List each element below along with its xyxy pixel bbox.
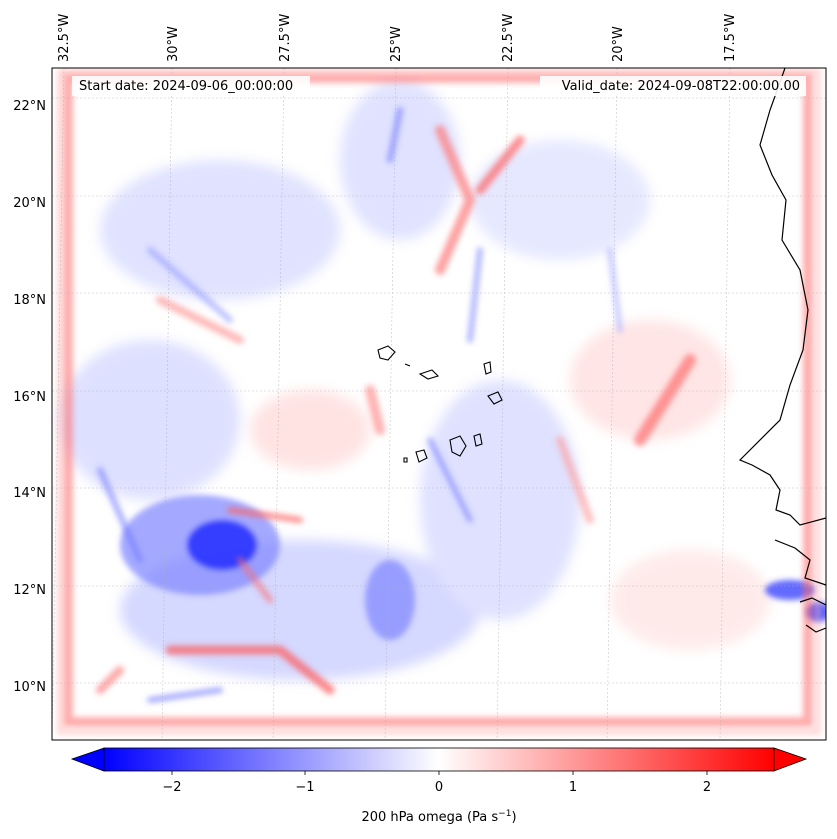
lon-label: 27.5°W (278, 14, 293, 62)
lat-label: 12°N (13, 583, 46, 598)
lon-label: 25°W (389, 26, 404, 62)
colorbar-tick: −1 (295, 780, 314, 795)
colorbar-extend-low (70, 747, 105, 772)
valid-date-label: Valid_date: 2024-09-08T22:00:00.00 (562, 79, 800, 94)
colorbar-tick: −2 (162, 780, 181, 795)
colorbar-extend-high (773, 747, 808, 772)
lon-label: 30°W (166, 26, 181, 62)
latitude-labels: 22°N 20°N 18°N 16°N 14°N 12°N 10°N (13, 99, 46, 695)
map-frame (51, 67, 827, 741)
cape-verde-islands (377, 345, 503, 463)
longitude-labels: 32.5°W 30°W 27.5°W 25°W 22.5°W 20°W 17.5… (57, 14, 738, 62)
lat-label: 18°N (13, 293, 46, 308)
colorbar: −2 −1 0 1 2 200 hPa omega (Pa s−1) (70, 747, 808, 825)
colorbar-tick: 0 (435, 780, 443, 795)
colorbar-tick: 2 (703, 780, 711, 795)
lat-label: 20°N (13, 196, 46, 211)
colorbar-tick: 1 (569, 780, 577, 795)
colorbar-label: 200 hPa omega (Pa s−1) (361, 809, 516, 825)
lat-label: 10°N (13, 680, 46, 695)
colorbar-ramp (103, 747, 775, 772)
lat-label: 16°N (13, 390, 46, 405)
lon-label: 20°W (611, 26, 626, 62)
start-date-label: Start date: 2024-09-06_00:00:00 (79, 79, 293, 94)
graticule (51, 67, 826, 741)
map-panel: Start date: 2024-09-06_00:00:00 Valid_da… (51, 67, 827, 741)
omega-field (57, 69, 826, 735)
lon-label: 17.5°W (723, 14, 738, 62)
lon-label: 22.5°W (501, 14, 516, 62)
coastline (738, 67, 827, 633)
lat-label: 14°N (13, 486, 46, 501)
lat-label: 22°N (13, 99, 46, 114)
lon-label: 32.5°W (57, 14, 72, 62)
